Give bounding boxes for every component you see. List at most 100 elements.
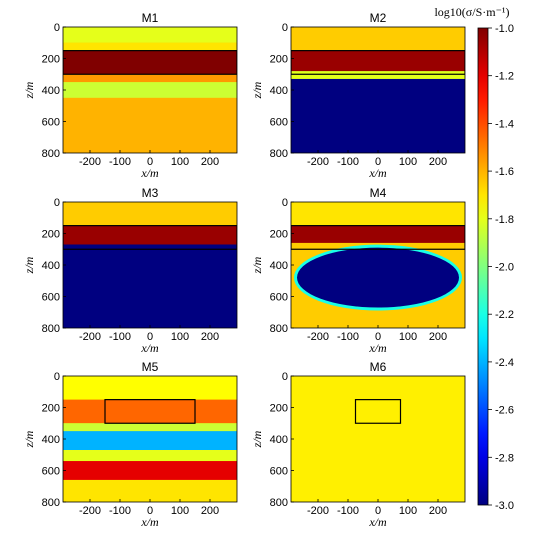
y-tick-label: 0: [282, 22, 288, 34]
y-tick-label: 400: [270, 434, 288, 446]
x-tick-label: 200: [429, 505, 447, 517]
conductivity-layer: [63, 479, 237, 502]
conductivity-layer: [63, 82, 237, 98]
y-tick-label: 600: [270, 292, 288, 304]
colorbar-title: log10(σ/S·m⁻¹): [434, 5, 509, 19]
y-tick-label: 600: [42, 466, 60, 478]
conductivity-layer: [63, 244, 237, 328]
x-axis-label: x/m: [368, 341, 387, 355]
y-tick-label: 0: [54, 22, 60, 34]
x-tick-label: -100: [337, 331, 359, 343]
conductivity-layer: [291, 50, 465, 72]
x-tick-label: 200: [429, 331, 447, 343]
x-tick-label: 100: [399, 156, 417, 168]
conductivity-layer: [63, 399, 237, 424]
x-axis-label: x/m: [368, 166, 387, 180]
y-tick-label: 600: [270, 466, 288, 478]
y-tick-label: 600: [42, 117, 60, 129]
y-tick-label: 0: [54, 371, 60, 383]
y-axis-label: z/m: [22, 256, 36, 274]
y-tick-label: 600: [270, 117, 288, 129]
x-tick-label: -100: [109, 156, 131, 168]
x-tick-label: -200: [79, 505, 101, 517]
conductivity-layer: [63, 74, 237, 83]
conductivity-layer: [63, 461, 237, 480]
y-tick-label: 400: [42, 85, 60, 97]
y-tick-label: 0: [282, 371, 288, 383]
panel-title: M3: [142, 186, 159, 200]
x-tick-label: -200: [79, 331, 101, 343]
x-tick-label: 100: [399, 331, 417, 343]
colorbar-tick-label: -2.8: [495, 452, 514, 464]
conductivity-layer: [63, 225, 237, 245]
colorbar-tick-label: -3.0: [495, 500, 514, 512]
panel-title: M1: [142, 11, 159, 25]
colorbar-tick-label: -1.2: [495, 71, 514, 83]
conductivity-layer: [291, 225, 465, 243]
x-tick-label: -100: [337, 505, 359, 517]
panel-title: M4: [370, 186, 387, 200]
colorbar-tick-label: -1.0: [495, 23, 514, 35]
conductivity-layer: [291, 376, 465, 502]
target-outline: [63, 225, 237, 250]
conductivity-layer: [63, 97, 237, 153]
target-outline: [354, 399, 402, 424]
y-tick-label: 0: [54, 197, 60, 209]
y-tick-label: 800: [270, 323, 288, 335]
panel-title: M2: [370, 11, 387, 25]
conductivity-layer: [63, 50, 237, 75]
y-tick-label: 800: [270, 148, 288, 160]
y-tick-label: 800: [42, 323, 60, 335]
x-tick-label: 0: [375, 156, 381, 168]
target-outline: [104, 399, 196, 424]
panel-title: M6: [370, 360, 387, 374]
x-tick-label: 200: [429, 156, 447, 168]
x-tick-label: 100: [171, 331, 189, 343]
y-tick-label: 400: [42, 260, 60, 272]
x-tick-label: -200: [307, 505, 329, 517]
x-tick-label: -200: [307, 331, 329, 343]
panels-group: M1-200 -100 0 100 200x/m0200400600800z/mM2-2…: [22, 11, 466, 529]
x-axis-label: x/m: [140, 515, 159, 529]
x-axis-label: x/m: [368, 515, 387, 529]
y-axis-label: z/m: [22, 430, 36, 448]
y-tick-label: 200: [42, 403, 60, 415]
conductivity-layer: [63, 431, 237, 451]
x-tick-label: 0: [147, 331, 153, 343]
x-tick-label: 200: [201, 156, 219, 168]
y-axis-label: z/m: [250, 256, 264, 274]
x-tick-label: 200: [201, 331, 219, 343]
conductivity-layer: [63, 42, 237, 51]
x-tick-label: -200: [307, 156, 329, 168]
conductivity-layer: [63, 376, 237, 400]
conductivity-layer: [63, 450, 237, 462]
y-tick-label: 600: [42, 292, 60, 304]
y-tick-label: 800: [42, 497, 60, 509]
conductivity-layer: [63, 27, 237, 43]
y-tick-label: 400: [270, 260, 288, 272]
colorbar-gradient: [477, 27, 489, 506]
conductivity-layer: [291, 202, 465, 226]
y-tick-label: 200: [42, 229, 60, 241]
x-tick-label: 0: [375, 505, 381, 517]
y-tick-label: 800: [270, 497, 288, 509]
x-axis-label: x/m: [140, 341, 159, 355]
x-tick-label: -100: [109, 331, 131, 343]
y-axis-label: z/m: [250, 81, 264, 99]
y-tick-label: 0: [282, 197, 288, 209]
y-tick-label: 200: [270, 54, 288, 66]
panel-title: M5: [142, 360, 159, 374]
conductivity-layer: [63, 423, 237, 432]
x-tick-label: -100: [109, 505, 131, 517]
x-tick-label: 0: [147, 156, 153, 168]
target-outline: [291, 50, 465, 75]
y-tick-label: 400: [270, 85, 288, 97]
colorbar-tick-label: -1.4: [495, 118, 514, 130]
x-tick-label: 100: [171, 505, 189, 517]
